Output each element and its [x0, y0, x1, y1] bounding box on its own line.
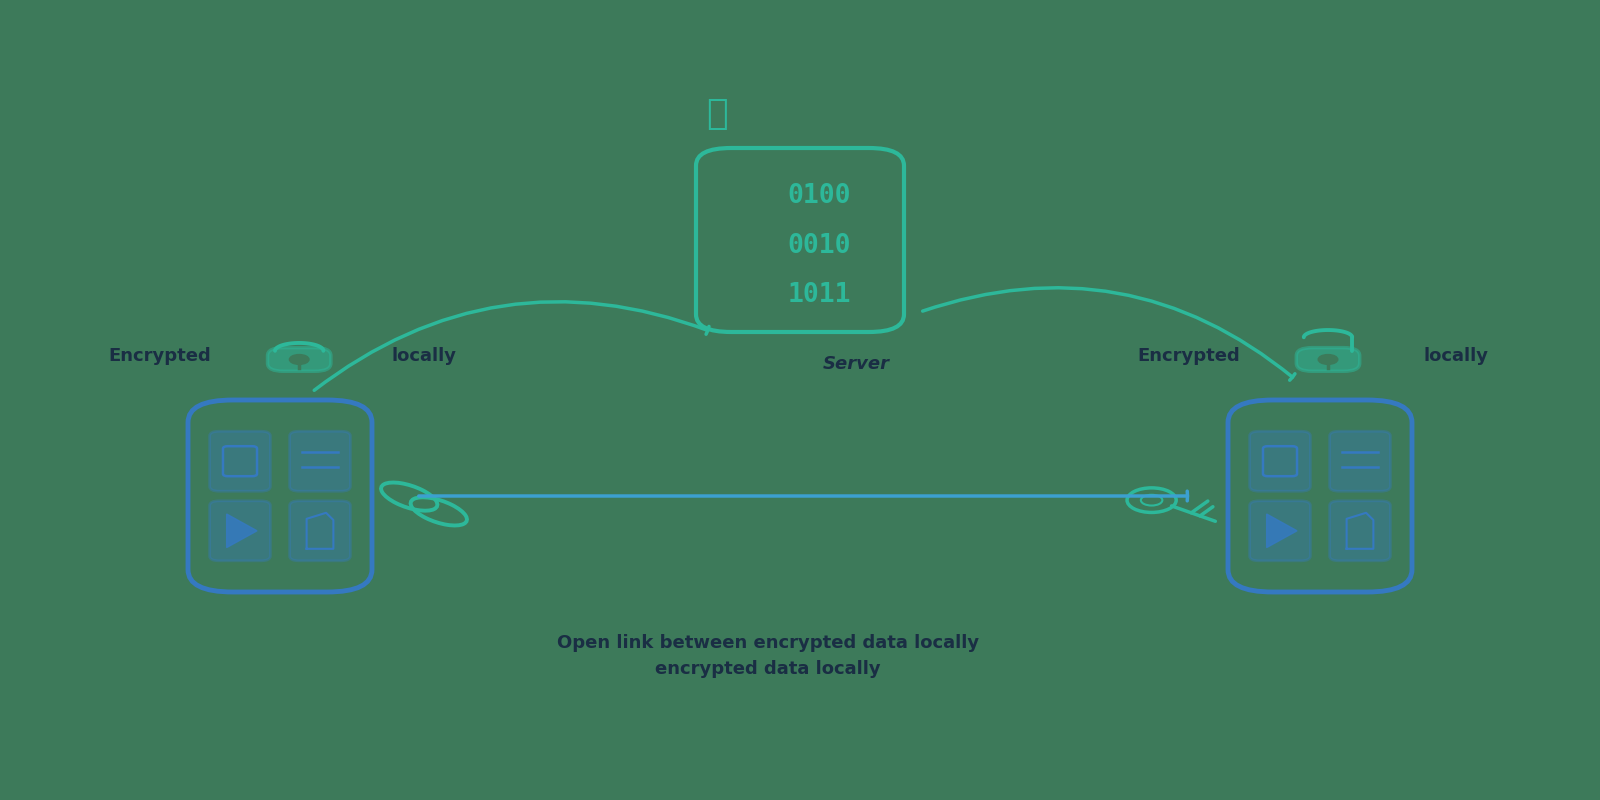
FancyBboxPatch shape	[290, 431, 350, 491]
FancyBboxPatch shape	[1250, 431, 1310, 491]
Text: locally: locally	[392, 347, 456, 365]
Text: Encrypted: Encrypted	[109, 347, 211, 365]
FancyBboxPatch shape	[1330, 431, 1390, 491]
Text: 0100: 0100	[787, 183, 851, 209]
Text: Server: Server	[822, 355, 890, 373]
FancyBboxPatch shape	[1250, 501, 1310, 561]
FancyBboxPatch shape	[210, 431, 270, 491]
Text: ⛨: ⛨	[706, 97, 728, 130]
Text: 0010: 0010	[787, 233, 851, 258]
Text: Open link between encrypted data locally
encrypted data locally: Open link between encrypted data locally…	[557, 634, 979, 678]
Text: locally: locally	[1424, 347, 1488, 365]
Polygon shape	[1267, 514, 1298, 547]
FancyBboxPatch shape	[210, 501, 270, 561]
FancyBboxPatch shape	[290, 501, 350, 561]
Circle shape	[1318, 354, 1338, 364]
FancyBboxPatch shape	[267, 348, 331, 371]
Text: 1011: 1011	[787, 282, 851, 308]
Text: Encrypted: Encrypted	[1138, 347, 1240, 365]
Circle shape	[290, 354, 309, 364]
Polygon shape	[227, 514, 258, 547]
FancyBboxPatch shape	[1330, 501, 1390, 561]
FancyBboxPatch shape	[1296, 348, 1360, 371]
